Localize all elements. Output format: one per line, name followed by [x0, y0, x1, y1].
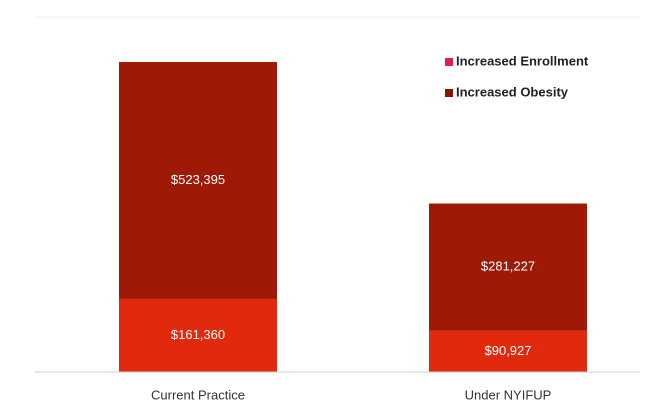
bar-segment [429, 203, 587, 331]
value-label: $161,360 [171, 327, 225, 342]
legend-label: Increased Enrollment [456, 53, 589, 68]
bar-segment [119, 298, 277, 372]
x-tick-label: Current Practice [151, 387, 245, 402]
legend-swatch [445, 58, 453, 66]
legend-swatch [445, 89, 453, 97]
value-label: $523,395 [171, 172, 225, 187]
x-tick-label: Under NYIFUP [465, 387, 552, 402]
value-label: $281,227 [481, 259, 535, 274]
legend-label: Increased Obesity [456, 84, 569, 99]
bar-segment [429, 330, 587, 372]
bar-segment [119, 62, 277, 299]
value-label: $90,927 [485, 343, 532, 358]
